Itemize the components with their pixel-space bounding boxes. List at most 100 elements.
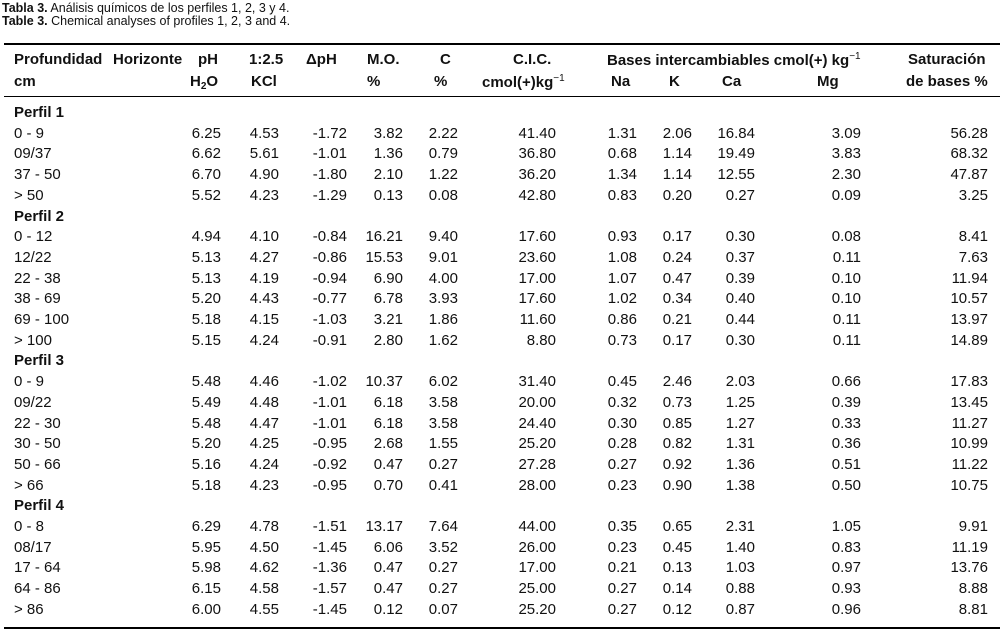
header-mg: Mg [817, 73, 839, 90]
cell-ca: 2.31 [725, 518, 755, 535]
cell-na: 0.68 [607, 145, 637, 163]
header-c: C [440, 51, 451, 68]
cell-mg: 0.51 [831, 455, 861, 473]
group-title: Perfil 1 [14, 104, 65, 121]
cell-na: 0.35 [607, 518, 637, 535]
table-row: 30 - 50 5.20 4.25 -0.95 2.68 1.55 25.20 0.28 0.8… [14, 434, 988, 454]
cell-ca: 0.44 [725, 311, 755, 328]
cell-ph-kcl: 4.15 [249, 311, 279, 328]
group-title: Perfil 2 [14, 207, 65, 225]
cell-mo: 6.90 [373, 269, 403, 287]
cell-ca: 1.40 [725, 538, 755, 556]
cell-ph-h2o: 5.98 [191, 559, 221, 577]
cell-saturacion: 8.81 [958, 600, 988, 618]
cell-ph-h2o: 6.00 [191, 600, 221, 618]
cell-k: 0.14 [662, 580, 692, 598]
cell-mo: 0.70 [373, 476, 403, 494]
cell-na: 0.86 [607, 311, 637, 328]
cell-mo: 0.47 [373, 580, 403, 598]
header-k: K [669, 73, 680, 90]
cell-mo: 0.47 [373, 559, 403, 577]
cell-ph-h2o: 6.25 [191, 124, 221, 142]
table-row: 12/22 5.13 4.27 -0.86 15.53 9.01 23.60 1.08 0.24… [14, 248, 988, 268]
cell-cic: 24.40 [518, 414, 556, 432]
cell-c: 0.27 [428, 559, 458, 577]
cell-mo: 3.21 [373, 311, 403, 328]
cell-c: 0.79 [428, 145, 458, 163]
cell-mg: 1.05 [831, 518, 861, 535]
cell-mg: 0.10 [831, 290, 861, 308]
cell-cic: 17.60 [518, 290, 556, 308]
cell-ca: 12.55 [717, 166, 755, 184]
cell-mg: 0.93 [831, 580, 861, 598]
cell-k: 0.47 [662, 269, 692, 287]
cell-depth: 09/22 [14, 393, 52, 411]
cell-c: 1.22 [428, 166, 458, 184]
cell-saturacion: 8.88 [958, 580, 988, 598]
cell-delta-ph: -1.36 [312, 559, 347, 577]
cell-na: 1.02 [607, 290, 637, 308]
cell-cic: 31.40 [518, 373, 556, 391]
cell-ph-kcl: 4.46 [249, 373, 279, 391]
header-mo-unit: % [367, 73, 381, 90]
cell-saturacion: 47.87 [950, 166, 988, 184]
cell-ca: 16.84 [717, 124, 755, 142]
cell-saturacion: 14.89 [950, 331, 988, 349]
cell-delta-ph: -1.01 [312, 145, 347, 163]
cell-delta-ph: -1.02 [312, 373, 347, 391]
table-row: 22 - 38 5.13 4.19 -0.94 6.90 4.00 17.00 1.07 0.4… [14, 269, 988, 289]
cell-ph-h2o: 5.48 [191, 373, 221, 391]
cell-ph-h2o: 5.18 [191, 311, 221, 328]
table-row: > 66 5.18 4.23 -0.95 0.70 0.41 28.00 0.23 0.90 1.… [14, 476, 988, 496]
cell-ph-kcl: 4.78 [249, 518, 279, 535]
table-row: 0 - 9 5.48 4.46 -1.02 10.37 6.02 31.40 0.45 2.46… [14, 372, 988, 392]
cell-k: 0.45 [662, 538, 692, 556]
cell-c: 4.00 [428, 269, 458, 287]
cell-k: 0.24 [662, 248, 692, 266]
cell-mo: 6.18 [373, 393, 403, 411]
cell-k: 0.13 [662, 559, 692, 577]
cell-ph-h2o: 6.62 [191, 145, 221, 163]
cell-mg: 0.97 [831, 559, 861, 577]
caption-english: Table 3. Chemical analyses of profiles 1… [2, 15, 290, 28]
cell-delta-ph: -1.01 [312, 414, 347, 432]
cell-depth: > 100 [14, 331, 52, 349]
cell-delta-ph: -0.95 [312, 476, 347, 494]
cell-saturacion: 56.28 [950, 124, 988, 142]
cell-mo: 10.37 [365, 373, 403, 391]
cell-cic: 8.80 [526, 331, 556, 349]
cell-ph-kcl: 4.47 [249, 414, 279, 432]
cell-saturacion: 11.22 [951, 455, 988, 473]
cell-ph-h2o: 5.13 [191, 269, 221, 287]
cell-cic: 11.60 [519, 311, 556, 328]
cell-saturacion: 10.99 [950, 435, 988, 453]
cell-depth: 30 - 50 [14, 435, 61, 453]
cell-c: 7.64 [428, 518, 458, 535]
cell-mg: 0.08 [831, 228, 861, 246]
cell-k: 0.20 [662, 186, 692, 204]
header-delta-ph: ΔpH [306, 51, 337, 68]
table-row: 09/37 6.62 5.61 -1.01 1.36 0.79 36.80 0.68 1.14 1… [14, 144, 988, 164]
header-de-bases: de bases % [906, 73, 988, 90]
cell-ca: 0.87 [725, 600, 755, 618]
cell-saturacion: 11.27 [951, 414, 988, 432]
group-title: Perfil 3 [14, 352, 65, 370]
cell-delta-ph: -1.01 [312, 393, 347, 411]
cell-c: 0.27 [428, 455, 458, 473]
cell-ca: 1.27 [725, 414, 755, 432]
cell-cic: 25.00 [518, 580, 556, 598]
header-rule [4, 96, 1000, 97]
cell-depth: 09/37 [14, 145, 52, 163]
cell-k: 2.06 [662, 124, 692, 142]
cell-ca: 0.30 [725, 228, 755, 246]
cell-k: 1.14 [662, 166, 692, 184]
cell-ph-kcl: 4.53 [249, 124, 279, 142]
cell-delta-ph: -1.57 [312, 580, 347, 598]
cell-depth: 0 - 9 [14, 373, 45, 391]
cell-ph-kcl: 5.61 [249, 145, 279, 163]
table-row: 0 - 9 6.25 4.53 -1.72 3.82 2.22 41.40 1.31 2.06 1… [14, 124, 988, 144]
cell-cic: 27.28 [518, 455, 556, 473]
cell-mg: 0.83 [831, 538, 861, 556]
header-ca: Ca [722, 73, 742, 90]
cell-delta-ph: -0.86 [312, 248, 347, 266]
